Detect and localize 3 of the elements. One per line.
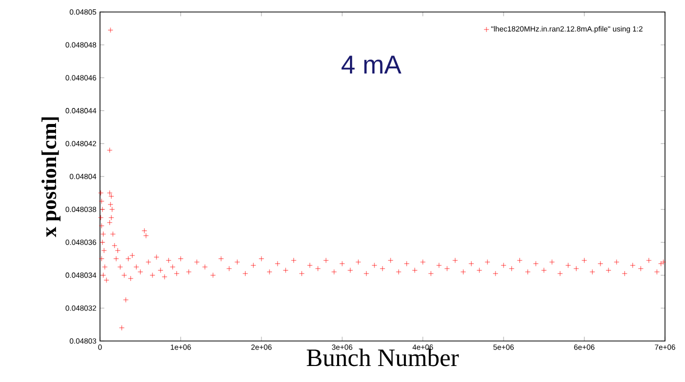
y-axis-title: x postion[cm] [42, 117, 60, 238]
annotation: 4 mA [342, 56, 402, 74]
x-axis-title: Bunch Number [306, 348, 459, 366]
